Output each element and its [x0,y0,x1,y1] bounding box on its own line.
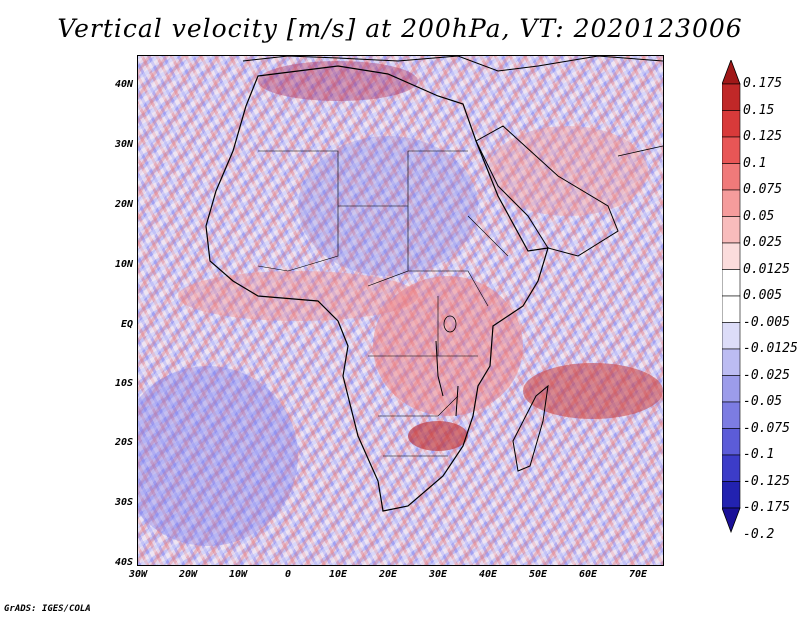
madagascar-coastline [512,384,549,472]
colorbar-tick-label: 0.1 [743,155,767,171]
lon-label: 30W [128,569,148,580]
colorbar-cell [722,454,741,482]
lon-label: 0 [284,569,292,580]
colorbar-tick-label: 0.025 [743,235,783,250]
africa-coastline [205,65,549,512]
colorbar-cell [722,348,741,376]
positive-zone-indian-ocean [523,363,663,419]
colorbar-cell [722,110,741,138]
colorbar-top-arrow [722,60,741,85]
lat-label: 10N [114,259,133,270]
positive-zone-med [258,61,418,101]
colorbar-cell [722,242,741,270]
lon-label: 10E [328,569,348,580]
map-title: Vertical velocity [m/s] at 200hPa, VT: 2… [57,14,743,43]
lon-label: 20E [378,569,398,580]
colorbar-tick-label: -0.2 [743,526,775,542]
colorbar-tick-label: 0.005 [743,288,783,303]
lon-label: 70E [628,569,648,580]
colorbar-cell [722,481,741,509]
arabia-coastline [475,125,619,257]
colorbar-cell [722,428,741,456]
colorbar-tick-label: -0.1 [743,447,775,462]
colorbar-tick-label: -0.075 [743,420,790,436]
colorbar-cell [722,295,741,323]
lat-label: 10S [114,378,133,389]
colorbar-cell [722,163,741,191]
lon-label: 50E [528,569,548,580]
colorbar-cell [722,375,741,403]
lon-label: 40E [478,569,498,580]
lat-label: 40S [114,557,133,568]
lake-tanganyika [435,340,444,397]
colorbar-tick-label: 0.075 [743,182,783,197]
colorbar-tick-label: -0.025 [743,367,790,383]
field-texture [138,56,663,565]
negative-zone-atlantic [138,366,298,546]
lon-label: 20W [178,569,198,580]
positive-zone-south [408,421,468,451]
colorbar-cell [722,136,741,164]
lon-label: 10W [228,569,248,580]
lat-label: 30S [114,497,133,508]
colorbar-tick-label: -0.05 [743,394,783,409]
lon-label: 30E [428,569,448,580]
lat-label: 20S [114,437,133,448]
colorbar-cell [722,269,741,297]
colorbar-tick-label: 0.175 [743,76,783,91]
lat-label: 40N [114,79,133,90]
positive-zone-equatorial [178,271,418,321]
colorbar-tick-label: 0.0125 [743,261,790,277]
positive-zone-arabia [488,126,648,216]
positive-zone-central [373,276,523,416]
colorbar-cell [722,216,741,244]
africa-map-svg [138,56,663,565]
lat-label: 20N [114,199,133,210]
colorbar-tick-label: -0.175 [743,500,790,515]
lat-label: 30N [114,139,133,150]
europe-coastline [242,56,663,72]
lake-malawi [455,385,459,417]
lake-victoria [443,315,457,333]
colorbar [722,60,741,534]
grads-credit: GrADS: IGES/COLA [4,604,91,614]
colorbar-tick-label: -0.005 [743,314,790,330]
colorbar-tick-label: 0.05 [743,208,775,224]
colorbar-cell [722,401,741,429]
colorbar-tick-label: 0.15 [743,102,775,118]
map-plot-area[interactable] [137,55,664,566]
asia-coastline [617,145,663,157]
lon-label: 60E [578,569,598,580]
country-borders [257,150,509,457]
colorbar-tick-label: -0.0125 [743,341,798,356]
colorbar-cell [722,83,741,111]
colorbar-cell [722,189,741,217]
colorbar-tick-label: 0.125 [743,129,783,144]
colorbar-tick-label: -0.125 [743,473,790,489]
colorbar-cell [722,322,741,350]
colorbar-bottom-arrow [722,507,741,534]
lat-label: EQ [120,319,133,330]
